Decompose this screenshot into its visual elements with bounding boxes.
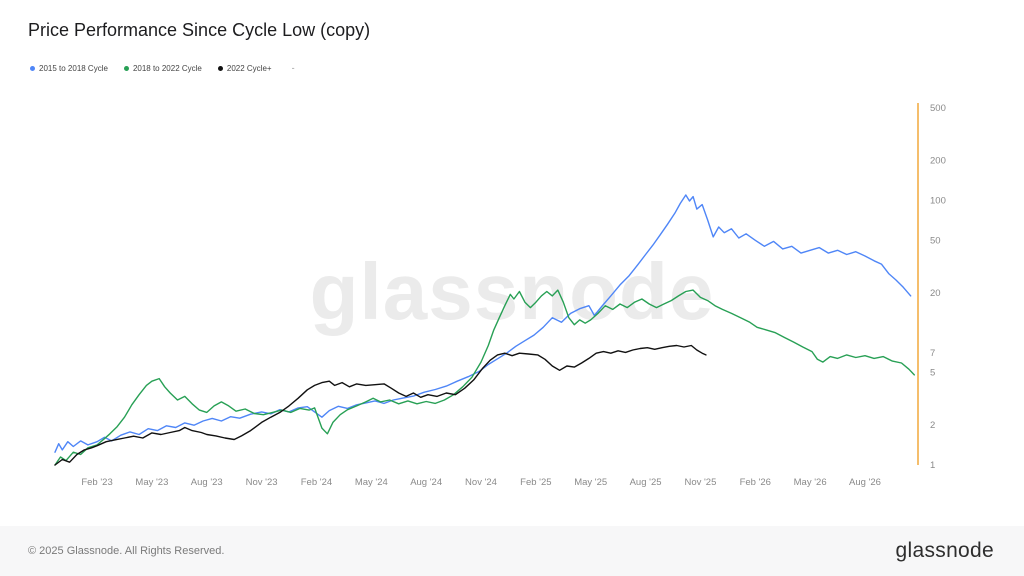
x-tick-label: May '26 — [794, 477, 827, 488]
y-tick-label: 2 — [930, 420, 935, 431]
x-tick-label: Feb '26 — [740, 477, 771, 488]
x-tick-label: Aug '25 — [630, 477, 662, 488]
chart-area: glassnode 500 200 100 50 20 7 5 2 1 Feb '23 May '2… — [0, 88, 1024, 518]
legend-label: 2018 to 2022 Cycle — [132, 63, 202, 73]
y-tick-label: 7 — [930, 348, 935, 359]
x-tick-label: Feb '25 — [520, 477, 551, 488]
x-tick-label: Nov '25 — [684, 477, 716, 488]
x-tick-label: Aug '26 — [849, 477, 881, 488]
chart-title: Price Performance Since Cycle Low (copy) — [28, 20, 371, 40]
y-tick-label: 100 — [930, 195, 946, 206]
legend-label: 2015 to 2018 Cycle — [39, 63, 108, 73]
legend-item-0[interactable]: 2015 to 2018 Cycle — [30, 64, 108, 73]
legend-extra-dash: - — [291, 63, 295, 73]
chart-canvas[interactable]: 500 200 100 50 20 7 5 2 1 Feb '23 May '23 Aug '23 No… — [0, 88, 1024, 518]
legend-dot — [123, 65, 129, 71]
x-tick-label: Feb '23 — [81, 477, 112, 488]
y-tick-label: 5 — [930, 368, 935, 379]
legend: 2015 to 2018 Cycle 2018 to 2022 Cycle 2022… — [30, 63, 295, 73]
footer: © 2025 Glassnode. All Rights Reserved. g… — [0, 526, 1024, 576]
x-tick-label: May '24 — [355, 477, 388, 488]
chart-line-2022-cycle-[interactable] — [54, 344, 707, 466]
x-tick-label: May '25 — [574, 477, 607, 488]
x-tick-label: Nov '24 — [465, 477, 497, 488]
y-tick-label: 500 — [930, 103, 946, 114]
glassnode-logo: glassnode — [895, 539, 994, 562]
x-tick-label: Nov '23 — [246, 477, 278, 488]
copyright-text: © 2025 Glassnode. All Rights Reserved. — [28, 545, 225, 557]
y-tick-label: 50 — [930, 235, 941, 246]
x-tick-label: Aug '24 — [410, 477, 442, 488]
y-tick-label: 200 — [930, 156, 946, 167]
x-tick-label: May '23 — [135, 477, 168, 488]
x-tick-label: Feb '24 — [301, 477, 332, 488]
legend-item-2[interactable]: 2022 Cycle+ — [217, 63, 272, 73]
y-tick-label: 1 — [930, 460, 935, 471]
x-tick-label: Aug '23 — [191, 477, 223, 488]
legend-label: 2022 Cycle+ — [226, 63, 272, 73]
legend-dot — [217, 65, 223, 71]
chart-line-2018-to-2022-cycle[interactable] — [54, 289, 915, 466]
legend-item-1[interactable]: 2018 to 2022 Cycle — [123, 63, 202, 73]
y-tick-label: 20 — [930, 288, 941, 299]
legend-dot — [30, 65, 35, 71]
chart-line-2015-to-2018-cycle[interactable] — [54, 194, 912, 453]
